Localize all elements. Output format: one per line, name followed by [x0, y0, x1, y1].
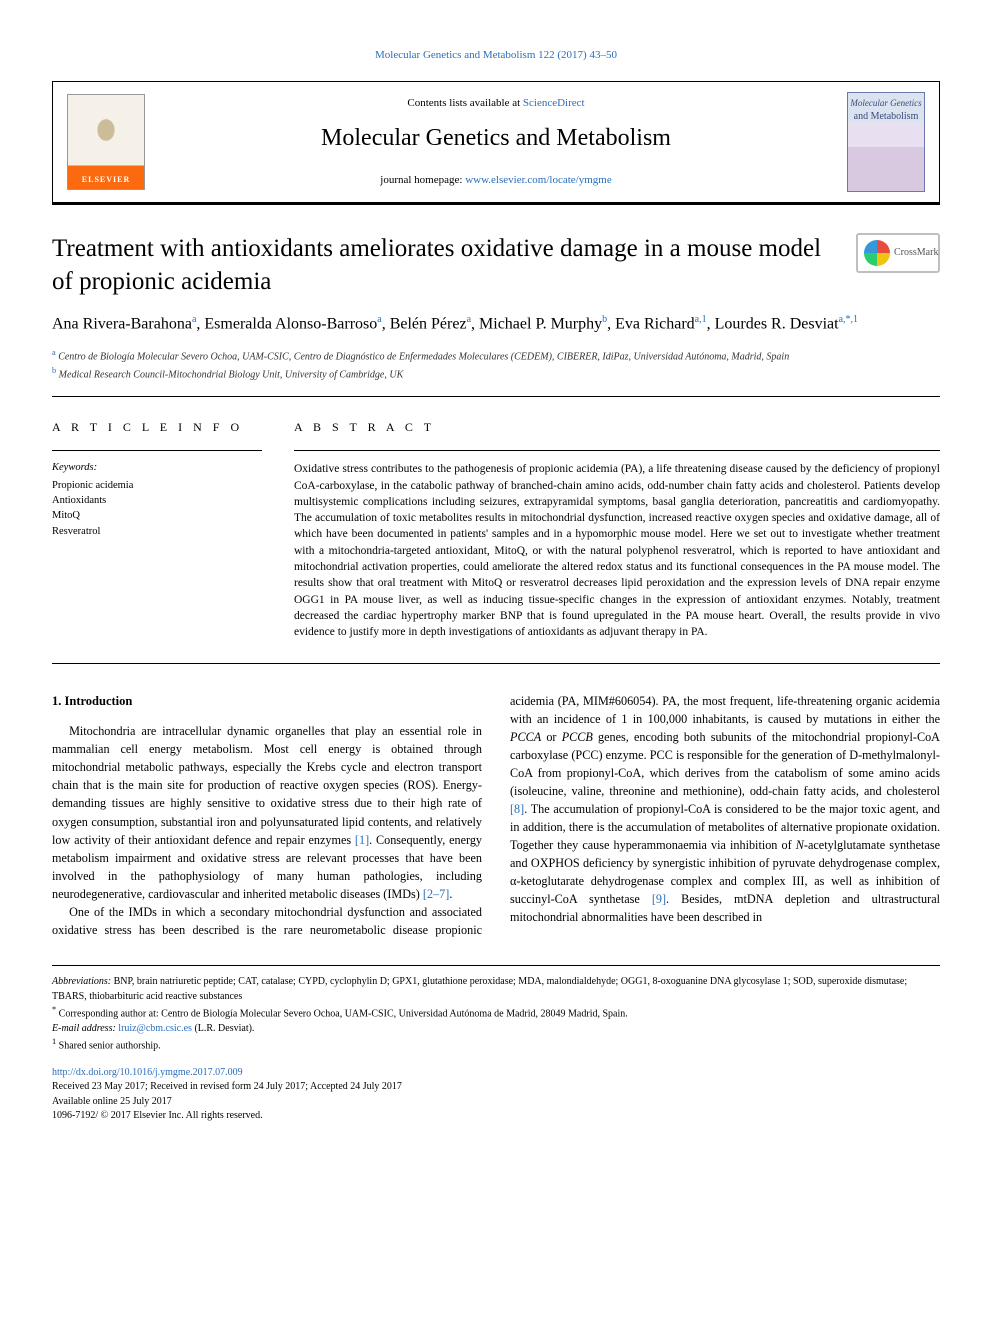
affil-b-marker: b [52, 366, 56, 375]
homepage-link[interactable]: www.elsevier.com/locate/ymgme [465, 174, 612, 186]
body-columns: 1. Introduction Mitochondria are intrace… [52, 692, 940, 939]
affil-a: Centro de Biología Molecular Severo Ocho… [58, 351, 789, 362]
crossmark-badge[interactable]: CrossMark [856, 233, 940, 273]
received-line: Received 23 May 2017; Received in revise… [52, 1080, 940, 1095]
affil-b: Medical Research Council-Mitochondrial B… [59, 369, 404, 380]
body-p1c: . [449, 887, 452, 901]
divider [52, 396, 940, 397]
keyword: MitoQ [52, 508, 262, 523]
running-head: Molecular Genetics and Metabolism 122 (2… [52, 48, 940, 63]
abstract-text: Oxidative stress contributes to the path… [294, 461, 940, 641]
homepage-prefix: journal homepage: [380, 174, 465, 186]
header-center: Contents lists available at ScienceDirec… [159, 96, 833, 188]
gene-pccb: PCCB [562, 730, 593, 744]
cover-line-2: and Metabolism [854, 110, 919, 124]
author-4: Michael P. Murphy [479, 316, 602, 333]
affil-a-marker: a [52, 348, 56, 357]
footer-block: Abbreviations: BNP, brain natriuretic pe… [52, 965, 940, 1124]
author-4-affil[interactable]: b [602, 314, 607, 325]
running-head-link[interactable]: Molecular Genetics and Metabolism 122 (2… [375, 49, 617, 61]
citation-link[interactable]: [9] [652, 892, 666, 906]
available-line: Available online 25 July 2017 [52, 1095, 940, 1110]
citation-link[interactable]: [1] [355, 833, 369, 847]
abstract-heading: A B S T R A C T [294, 419, 940, 436]
shared-authorship-line: 1 Shared senior authorship. [52, 1036, 940, 1053]
homepage-line: journal homepage: www.elsevier.com/locat… [159, 173, 833, 188]
email-person: (L.R. Desviat). [192, 1023, 255, 1034]
elsevier-logo: ELSEVIER [67, 94, 145, 190]
doi-block: http://dx.doi.org/10.1016/j.ymgme.2017.0… [52, 1066, 940, 1124]
abbreviations-line: Abbreviations: BNP, brain natriuretic pe… [52, 974, 940, 1004]
crossmark-icon [864, 240, 890, 266]
italic-n: N [796, 838, 804, 852]
journal-name: Molecular Genetics and Metabolism [159, 122, 833, 156]
journal-cover-thumbnail: Molecular Genetics and Metabolism [847, 92, 925, 192]
author-6: Lourdes R. Desviat [715, 316, 839, 333]
body-p2b: or [541, 730, 562, 744]
sciencedirect-link[interactable]: ScienceDirect [523, 97, 585, 109]
keyword: Antioxidants [52, 493, 262, 508]
abstract-column: A B S T R A C T Oxidative stress contrib… [294, 419, 940, 640]
keyword: Resveratrol [52, 524, 262, 539]
keywords-list: Propionic acidemia Antioxidants MitoQ Re… [52, 478, 262, 539]
keywords-label: Keywords: [52, 461, 262, 476]
affiliations: a Centro de Biología Molecular Severo Oc… [52, 347, 940, 383]
doi-link[interactable]: http://dx.doi.org/10.1016/j.ymgme.2017.0… [52, 1067, 243, 1078]
divider [294, 450, 940, 451]
abbrev-text: BNP, brain natriuretic peptide; CAT, cat… [52, 976, 907, 1002]
article-info-column: A R T I C L E I N F O Keywords: Propioni… [52, 419, 262, 640]
abbrev-label: Abbreviations: [52, 976, 111, 987]
article-info-heading: A R T I C L E I N F O [52, 419, 262, 436]
cover-line-1: Molecular Genetics [850, 97, 921, 110]
author-1-affil[interactable]: a [192, 314, 196, 325]
citation-link[interactable]: [8] [510, 802, 524, 816]
email-line: E-mail address: lruiz@cbm.csic.es (L.R. … [52, 1021, 940, 1036]
author-3: Belén Pérez [390, 316, 467, 333]
crossmark-label: CrossMark [894, 246, 938, 260]
author-5-affil[interactable]: a,1 [695, 314, 707, 325]
corr-text: Corresponding author at: Centro de Biolo… [56, 1008, 628, 1019]
divider [52, 663, 940, 664]
introduction-heading: 1. Introduction [52, 692, 482, 711]
author-5: Eva Richard [615, 316, 695, 333]
contents-prefix: Contents lists available at [407, 97, 522, 109]
gene-pcca: PCCA [510, 730, 541, 744]
author-2: Esmeralda Alonso-Barroso [204, 316, 377, 333]
author-2-affil[interactable]: a [377, 314, 381, 325]
body-paragraph-1: Mitochondria are intracellular dynamic o… [52, 722, 482, 902]
journal-header: ELSEVIER Contents lists available at Sci… [52, 81, 940, 205]
citation-link[interactable]: [2–7] [423, 887, 449, 901]
body-p1a: Mitochondria are intracellular dynamic o… [52, 724, 482, 846]
article-title: Treatment with antioxidants ameliorates … [52, 233, 836, 298]
shared-text: Shared senior authorship. [56, 1041, 160, 1052]
author-1: Ana Rivera-Barahona [52, 316, 192, 333]
email-label: E-mail address: [52, 1023, 118, 1034]
author-6-affil[interactable]: a,*,1 [839, 314, 858, 325]
email-link[interactable]: lruiz@cbm.csic.es [118, 1023, 192, 1034]
author-list: Ana Rivera-Barahonaa, Esmeralda Alonso-B… [52, 312, 940, 336]
keyword: Propionic acidemia [52, 478, 262, 493]
copyright-line: 1096-7192/ © 2017 Elsevier Inc. All righ… [52, 1109, 940, 1124]
divider [52, 450, 262, 451]
author-3-affil[interactable]: a [467, 314, 471, 325]
corresponding-author-line: * Corresponding author at: Centro de Bio… [52, 1004, 940, 1021]
elsevier-logo-label: ELSEVIER [82, 174, 130, 185]
contents-line: Contents lists available at ScienceDirec… [159, 96, 833, 111]
